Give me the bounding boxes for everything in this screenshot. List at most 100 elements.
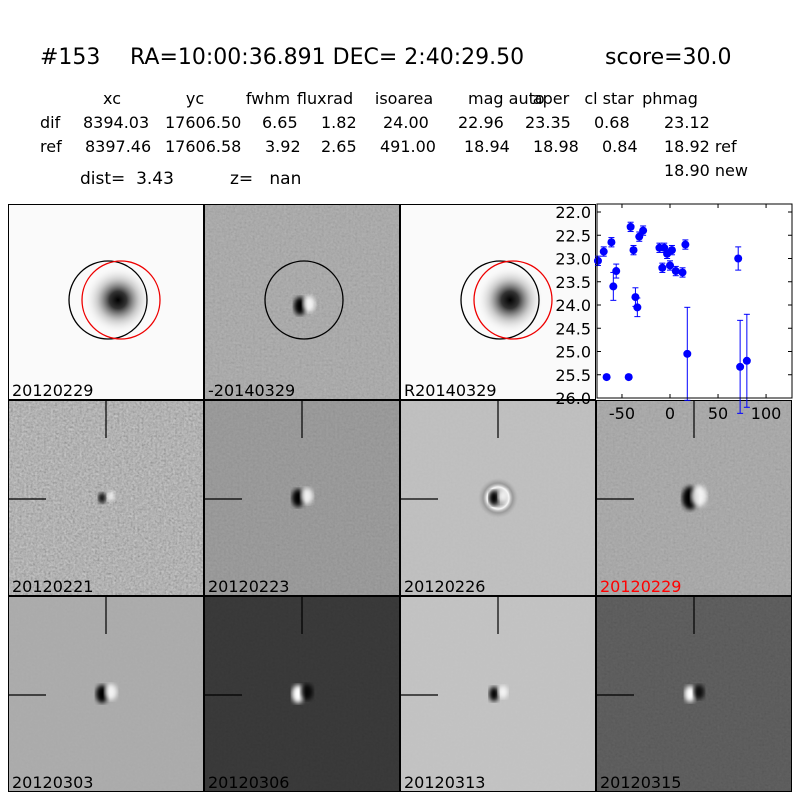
column-header: yc xyxy=(186,89,204,108)
dipole-dark xyxy=(294,297,306,315)
coordinates: RA=10:00:36.891 DEC= 2:40:29.50 xyxy=(130,45,524,70)
point xyxy=(633,303,642,312)
dipole-light xyxy=(107,491,115,501)
dipole-light xyxy=(303,296,315,312)
image-panel xyxy=(596,596,792,792)
column-header: isoarea xyxy=(375,89,433,108)
table-cell: 2.65 xyxy=(321,137,357,156)
panel-frame xyxy=(596,400,792,596)
panel-label: 20120226 xyxy=(404,577,485,596)
candidate-id: #153 xyxy=(40,45,100,70)
point xyxy=(667,246,676,255)
panel-label: 20120306 xyxy=(208,773,289,792)
source xyxy=(476,266,544,334)
dipole-light xyxy=(498,489,508,503)
column-header: mag auto xyxy=(468,89,545,108)
point xyxy=(631,293,640,302)
dipole-dark xyxy=(489,490,499,506)
point xyxy=(681,240,690,249)
aperture-red xyxy=(473,260,553,340)
image-panel xyxy=(8,596,204,792)
image-panel xyxy=(400,204,596,400)
aperture xyxy=(460,260,540,340)
panel-frame xyxy=(204,204,400,400)
panel-frame xyxy=(596,596,792,792)
point xyxy=(671,267,680,276)
panel-label: -20140329 xyxy=(208,381,295,400)
dipole-dark xyxy=(98,492,106,504)
point xyxy=(629,246,638,255)
table-cell: dif xyxy=(40,113,61,132)
image-panel xyxy=(204,204,400,400)
image-panel xyxy=(204,596,400,792)
dipole-dark xyxy=(292,685,304,703)
point xyxy=(609,282,618,291)
y-tick-label: 25.0 xyxy=(555,343,591,362)
point xyxy=(602,373,611,382)
panel-frame xyxy=(8,204,204,400)
table-cell: 23.12 xyxy=(664,113,710,132)
plot-frame xyxy=(596,203,793,399)
aperture xyxy=(68,260,148,340)
point xyxy=(683,349,692,358)
table-cell: 22.96 xyxy=(458,113,504,132)
dipole-light xyxy=(693,684,705,700)
aperture xyxy=(264,260,344,340)
point xyxy=(612,267,621,276)
image-panel xyxy=(596,400,792,596)
panel-label: 20120229 xyxy=(12,381,93,400)
table-cell: 18.92 ref xyxy=(664,137,737,156)
image-panel xyxy=(8,400,204,596)
panel-frame xyxy=(204,596,400,792)
point xyxy=(624,373,633,382)
table-cell: 0.84 xyxy=(602,137,638,156)
panel-frame xyxy=(204,400,400,596)
point xyxy=(658,263,667,272)
dipole-light xyxy=(301,684,313,700)
panels: 20120229 -20140329 R20140329 20120221 201202… xyxy=(8,204,792,792)
table-cell: 18.94 xyxy=(464,137,510,156)
y-tick-label: 24.5 xyxy=(555,319,591,338)
x-tick-label: -50 xyxy=(609,404,635,423)
y-tick-label: 22.0 xyxy=(555,203,591,222)
column-header: phmag xyxy=(642,89,698,108)
panel-frame xyxy=(8,400,204,596)
table-cell: 18.98 xyxy=(533,137,579,156)
table-cell: 8394.03 xyxy=(83,113,149,132)
point xyxy=(666,261,675,270)
table-cell: 3.92 xyxy=(265,137,301,156)
point xyxy=(678,268,687,277)
panel-label: 20120223 xyxy=(208,577,289,596)
point xyxy=(593,256,602,265)
panel-frame xyxy=(400,596,596,792)
table-cell: 23.35 xyxy=(525,113,571,132)
panel-label: 20120303 xyxy=(12,773,93,792)
point xyxy=(635,232,644,241)
plot-bg xyxy=(597,204,792,398)
image-panel xyxy=(204,400,400,596)
panel-label: 20120229 xyxy=(600,577,681,596)
image-panel xyxy=(400,400,596,596)
point xyxy=(639,226,648,235)
point xyxy=(736,362,745,371)
score: score=30.0 xyxy=(605,45,732,70)
y-tick-label: 22.5 xyxy=(555,226,591,245)
dist: dist= 3.43 xyxy=(80,169,174,189)
table-cell: 6.65 xyxy=(262,113,298,132)
panel-frame xyxy=(400,204,596,400)
panel-frame xyxy=(8,596,204,792)
column-header: xc xyxy=(103,89,121,108)
dipole-dark xyxy=(292,489,304,507)
table-cell: 17606.58 xyxy=(165,137,241,156)
y-tick-label: 25.5 xyxy=(555,366,591,385)
source xyxy=(84,266,152,334)
dipole-dark xyxy=(684,685,696,703)
table-cell: 8397.46 xyxy=(85,137,151,156)
dipole-light xyxy=(301,488,313,504)
aperture-red xyxy=(81,260,161,340)
panel-label: R20140329 xyxy=(404,381,497,400)
point xyxy=(607,238,616,247)
point xyxy=(660,243,669,252)
column-header: aper xyxy=(533,89,570,108)
